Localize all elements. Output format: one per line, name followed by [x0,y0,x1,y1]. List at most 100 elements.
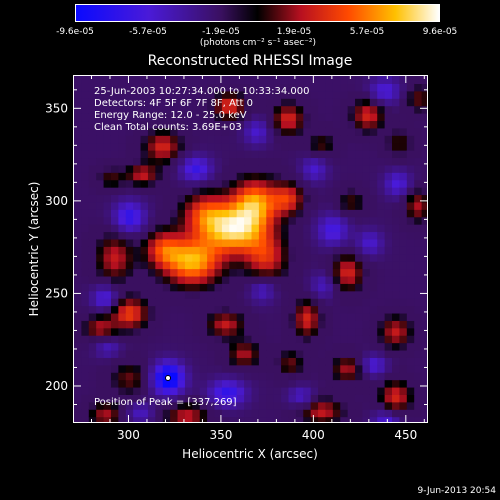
heatmap-cell [303,164,312,173]
heatmap-cell [340,312,349,321]
heatmap-cell [303,127,312,136]
heatmap-cell [384,224,393,233]
heatmap-cell [118,164,127,173]
heatmap-cell [147,275,156,284]
heatmap-cell [81,386,90,395]
heatmap-cell [88,268,97,277]
heatmap-cell [184,150,193,159]
heatmap-cell [236,179,245,188]
peak-marker [165,374,172,381]
heatmap-cell [288,90,297,99]
heatmap-cell [347,416,356,422]
heatmap-cell [273,327,282,336]
heatmap-cell [266,275,275,284]
heatmap-cell [251,283,260,292]
heatmap-cell [74,76,82,84]
heatmap-cell [332,187,341,196]
heatmap-cell [192,416,201,422]
heatmap-cell [362,290,371,299]
heatmap-cell [214,320,223,329]
heatmap-cell [155,335,164,344]
heatmap-cell [251,231,260,240]
heatmap-cell [177,320,186,329]
heatmap-cell [273,409,282,418]
heatmap-cell [88,150,97,159]
heatmap-cell [236,105,245,114]
heatmap-cell [303,90,312,99]
heatmap-cell [184,209,193,218]
heatmap-cell [125,179,134,188]
heatmap-cell [125,261,134,270]
heatmap-cell [162,327,171,336]
heatmap-cell [170,83,179,92]
heatmap-cell [133,364,142,373]
heatmap-cell [281,246,290,255]
heatmap-cell [177,238,186,247]
heatmap-cell [214,401,223,410]
heatmap-cell [251,416,260,422]
heatmap-cell [81,298,90,307]
heatmap-cell [118,113,127,122]
heatmap-cell [295,194,304,203]
heatmap-cell [140,416,149,422]
y-tick-label: 200 [45,379,68,393]
heatmap-cell [103,283,112,292]
heatmap-cell [147,394,156,403]
heatmap-cell [421,142,427,151]
heatmap-cell [110,275,119,284]
heatmap-cell [96,283,105,292]
heatmap-cell [236,127,245,136]
heatmap-cell [318,394,327,403]
heatmap-cell [362,298,371,307]
heatmap-cell [229,409,238,418]
heatmap-cell [125,275,134,284]
heatmap-cell [81,135,90,144]
heatmap-cell [421,349,427,358]
heatmap-cell [244,379,253,388]
heatmap-cell [406,268,415,277]
heatmap-cell [399,224,408,233]
heatmap-cell [392,157,401,166]
heatmap-cell [74,290,82,299]
heatmap-cell [384,298,393,307]
heatmap-cell [288,105,297,114]
heatmap-cell [177,275,186,284]
heatmap-cell [340,142,349,151]
heatmap-cell [170,209,179,218]
heatmap-cell [162,268,171,277]
heatmap-cell [125,98,134,107]
heatmap-cell [214,224,223,233]
heatmap-cell [236,379,245,388]
heatmap-cell [147,120,156,129]
heatmap-cell [103,379,112,388]
heatmap-cell [406,187,415,196]
heatmap-cell [392,209,401,218]
heatmap-cell [229,157,238,166]
heatmap-cell [266,335,275,344]
heatmap-cell [281,349,290,358]
heatmap-cell [369,298,378,307]
heatmap-cell [384,164,393,173]
heatmap-cell [74,187,82,196]
heatmap-cell [332,379,341,388]
heatmap-cell [229,224,238,233]
heatmap-cell [147,209,156,218]
heatmap-cell [140,401,149,410]
heatmap-cell [125,327,134,336]
heatmap-cell [74,372,82,381]
heatmap-cell [177,327,186,336]
heatmap-cell [414,312,423,321]
colorbar-tick-label: 5.7e-05 [349,27,385,37]
heatmap-cell [74,231,82,240]
heatmap-cell [318,201,327,210]
heatmap-cell [229,298,238,307]
heatmap-cell [177,231,186,240]
heatmap-cell [155,394,164,403]
heatmap-cell [369,394,378,403]
heatmap-cell [147,298,156,307]
heatmap-cell [266,201,275,210]
heatmap-cell [325,349,334,358]
heatmap-cell [377,275,386,284]
heatmap-cell [118,224,127,233]
heatmap-cell [295,187,304,196]
